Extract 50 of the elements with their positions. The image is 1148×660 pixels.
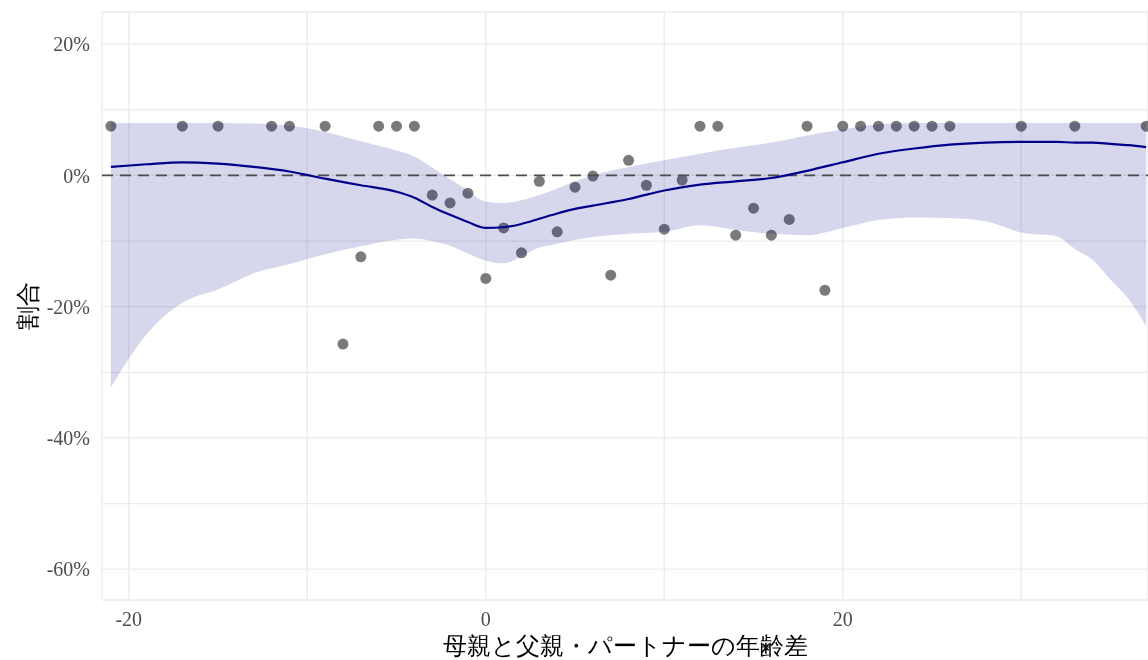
x-tick-label: 20: [832, 608, 853, 631]
point: [623, 154, 635, 166]
point: [908, 120, 920, 132]
point: [176, 120, 188, 132]
point: [712, 120, 724, 132]
point: [765, 229, 777, 241]
point: [640, 179, 652, 191]
y-tick-label: -40%: [46, 427, 90, 450]
x-tick-label: 0: [480, 608, 491, 631]
y-tick-label: 20%: [53, 33, 90, 56]
x-axis-title: 母親と父親・パートナーの年齢差: [442, 633, 808, 659]
point: [408, 120, 420, 132]
y-tick-label: -60%: [46, 558, 90, 581]
point: [605, 269, 617, 281]
x-tick-label: -20: [115, 608, 143, 631]
point: [319, 120, 331, 132]
point: [730, 229, 742, 241]
point: [890, 120, 902, 132]
y-axis-title: 割合: [15, 282, 41, 330]
point: [694, 120, 706, 132]
point: [105, 120, 117, 132]
point: [444, 197, 456, 209]
point: [355, 251, 367, 263]
point: [801, 120, 813, 132]
point: [748, 202, 760, 214]
point: [837, 120, 849, 132]
point: [658, 223, 670, 235]
point: [426, 189, 438, 201]
point: [391, 120, 403, 132]
point: [872, 120, 884, 132]
point: [515, 247, 527, 259]
point: [1015, 120, 1027, 132]
point: [266, 120, 278, 132]
point: [855, 120, 867, 132]
point: [283, 120, 295, 132]
y-tick-label: -20%: [46, 295, 90, 318]
point: [212, 120, 224, 132]
point: [533, 175, 545, 187]
point: [337, 338, 349, 350]
point: [1069, 120, 1081, 132]
point: [926, 120, 938, 132]
point: [462, 187, 474, 199]
point: [551, 226, 563, 238]
point: [373, 120, 385, 132]
point: [783, 213, 795, 225]
point: [569, 181, 581, 193]
point: [480, 272, 492, 284]
point: [819, 284, 831, 296]
y-tick-label: 0%: [63, 164, 90, 187]
point: [944, 120, 956, 132]
